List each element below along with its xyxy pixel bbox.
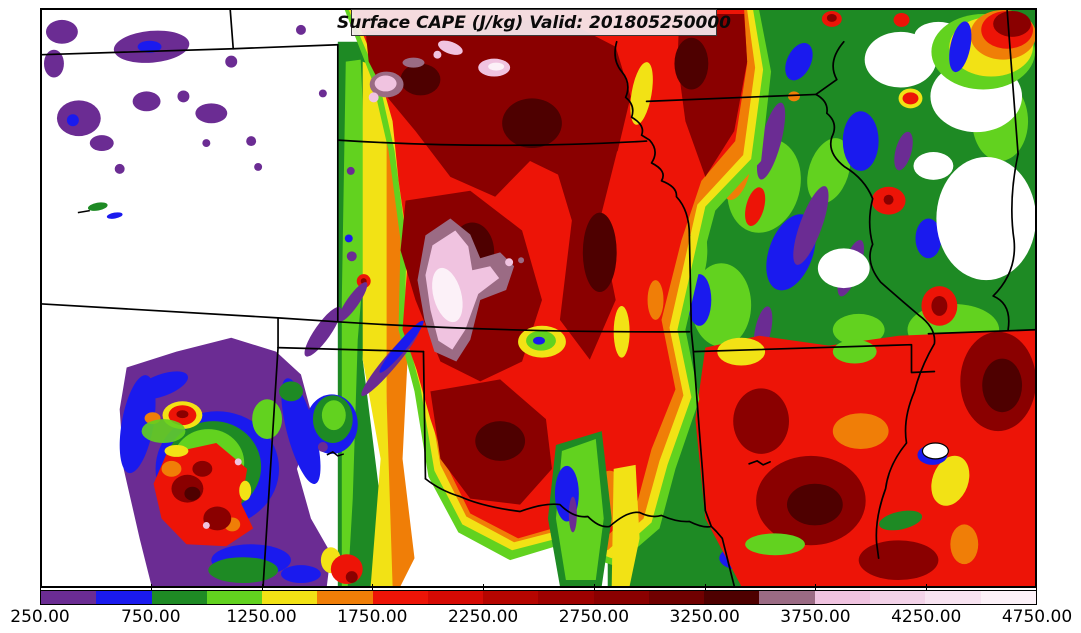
colorbar-tick-label: 1250.00 [226, 607, 297, 627]
colorbar-tick-label: 2750.00 [558, 607, 630, 627]
map-title: Surface CAPE (J/kg) Valid: 201805250000 [337, 12, 732, 33]
colorbar-tick-label: 750.00 [121, 607, 181, 627]
southwest-mass [119, 282, 424, 586]
colorbar-tick-label: 4250.00 [891, 607, 962, 627]
max-cape-pink-cores [368, 40, 525, 362]
colorbar-tick [40, 584, 41, 591]
colorbar-tick [704, 584, 706, 591]
colorbar-segment [814, 591, 870, 604]
colorbar-segment [96, 591, 152, 604]
colorbar-tick-label: 3250.00 [669, 607, 740, 627]
colorbar-tick-label: 1750.00 [337, 607, 408, 627]
colorbar-segment [317, 591, 373, 604]
colorbar-segment [427, 591, 484, 604]
colorbar-tick [593, 584, 595, 591]
colorbar-tick [483, 584, 485, 591]
northwest-speckles [43, 19, 327, 219]
colorbar-tick [261, 584, 263, 591]
map-frame [40, 8, 1037, 588]
southeast-mass [695, 329, 1035, 586]
cape-field-svg [42, 10, 1035, 586]
colorbar-segment [206, 591, 263, 604]
colorbar-tick-label: 4750.00 [1001, 607, 1073, 627]
colorbar-tick [1036, 584, 1037, 591]
title-box: Surface CAPE (J/kg) Valid: 201805250000 [337, 9, 731, 36]
state-boundaries [42, 10, 1035, 586]
colorbar-tick [150, 584, 152, 591]
colorbar-tick-label: 250.00 [10, 607, 70, 627]
colorbar-segment [151, 591, 207, 604]
colorbar-segment [593, 591, 649, 604]
colorbar-segment [262, 591, 318, 604]
colorbar [40, 590, 1037, 605]
colorbar-segment [759, 591, 815, 604]
colorbar-tick-label: 2250.00 [447, 607, 519, 627]
colorbar-segment [869, 591, 926, 604]
colorbar-segment [648, 591, 705, 604]
colorbar-segment [704, 591, 760, 604]
colorbar-tick [372, 584, 374, 591]
colorbar-segment [483, 591, 539, 604]
colorbar-segment [41, 591, 97, 604]
colorbar-tick-label: 3750.00 [780, 607, 851, 627]
colorbar-segment [925, 591, 981, 604]
colorbar-segment [372, 591, 428, 604]
colorbar-tick [815, 584, 817, 591]
colorbar-segment [980, 591, 1036, 604]
colorbar-segment [538, 591, 594, 604]
colorbar-tick [926, 584, 928, 591]
